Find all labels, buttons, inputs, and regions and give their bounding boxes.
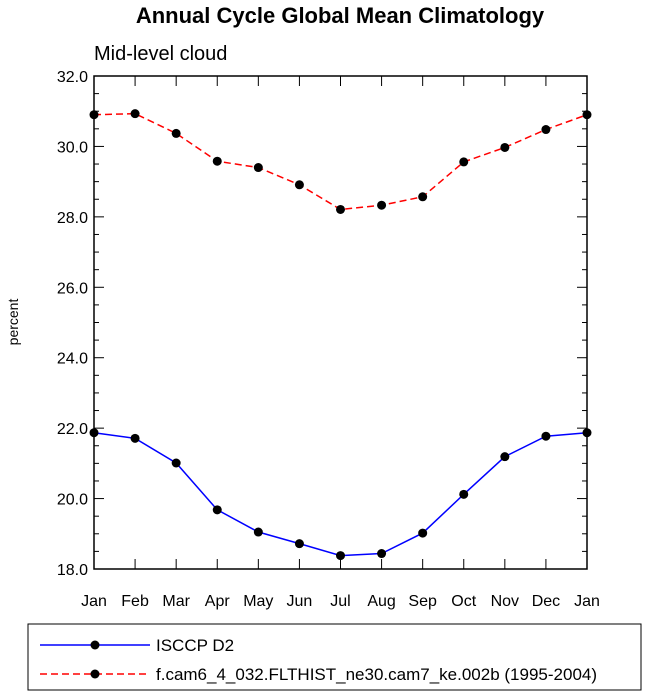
x-tick-label: Sep — [408, 593, 437, 610]
series-layer — [89, 109, 592, 561]
series-1-point — [89, 428, 99, 438]
chart-title: Annual Cycle Global Mean Climatology — [136, 3, 545, 28]
legend-marker-2 — [90, 669, 100, 679]
series-line-1 — [93, 431, 588, 557]
series-1-point — [459, 489, 469, 499]
y-tick-label: 26.0 — [57, 280, 88, 297]
x-tick-label: Jul — [330, 593, 350, 610]
series-2-point — [500, 142, 510, 152]
series-1-point — [541, 431, 551, 441]
series-1-point — [582, 428, 592, 438]
legend: ISCCP D2 f.cam6_4_032.FLTHIST_ne30.cam7_k… — [40, 636, 597, 684]
series-2-point — [459, 157, 469, 167]
series-1-point — [253, 527, 263, 537]
series-1-point — [336, 551, 345, 561]
series-2-point — [294, 180, 304, 190]
series-2-point — [212, 156, 222, 166]
x-tick-label: Dec — [532, 593, 560, 610]
series-2-point — [377, 200, 387, 210]
x-tick-label: Aug — [367, 593, 395, 610]
series-1-point — [377, 549, 387, 559]
series-2-point — [130, 109, 140, 119]
legend-box — [27, 623, 642, 691]
series-2-point — [541, 125, 551, 135]
series-2-point — [171, 128, 181, 138]
y-tick-label: 30.0 — [57, 139, 88, 156]
series-2-point — [582, 110, 592, 120]
x-tick-label: Jun — [287, 593, 313, 610]
series-1-point — [130, 433, 140, 443]
x-tick-label: Feb — [121, 593, 149, 610]
chart-subtitle: Mid-level cloud — [94, 43, 227, 65]
y-axis-label: percent — [5, 299, 21, 346]
x-tick-label: Jan — [574, 593, 600, 610]
axis-ticks — [93, 75, 588, 570]
x-tick-label: Mar — [162, 593, 190, 610]
x-tick-label: Nov — [491, 593, 519, 610]
series-2-point — [336, 204, 345, 214]
series-line-2 — [93, 112, 588, 211]
x-tick-label: May — [243, 593, 273, 610]
y-tick-label: 20.0 — [57, 492, 88, 509]
series-1-point — [171, 458, 181, 468]
y-tick-label: 24.0 — [57, 351, 88, 368]
x-tick-label: Apr — [205, 593, 231, 610]
y-tick-label: 32.0 — [57, 69, 88, 86]
y-tick-labels: 18.0 20.0 22.0 24.0 26.0 28.0 30.0 32.0 — [57, 69, 88, 579]
y-tick-label: 22.0 — [57, 421, 88, 438]
series-2-point — [253, 163, 263, 173]
series-1-point — [294, 539, 304, 549]
series-1-point — [418, 528, 428, 538]
x-tick-labels: Jan Feb Mar Apr May Jun Jul Aug Sep Oct Nov Dec Jan — [81, 593, 600, 610]
legend-label-1: ISCCP D2 — [156, 636, 234, 655]
y-tick-label: 28.0 — [57, 210, 88, 227]
series-2-point — [418, 192, 428, 202]
plot-frame — [93, 75, 588, 570]
legend-marker-1 — [90, 640, 100, 650]
legend-label-2: f.cam6_4_032.FLTHIST_ne30.cam7_ke.002b (… — [156, 665, 597, 684]
series-1-point — [212, 505, 222, 515]
series-1-point — [500, 452, 510, 462]
x-tick-label: Oct — [451, 593, 476, 610]
y-tick-label: 18.0 — [57, 562, 88, 579]
series-2-point — [89, 110, 99, 120]
x-tick-label: Jan — [81, 593, 107, 610]
